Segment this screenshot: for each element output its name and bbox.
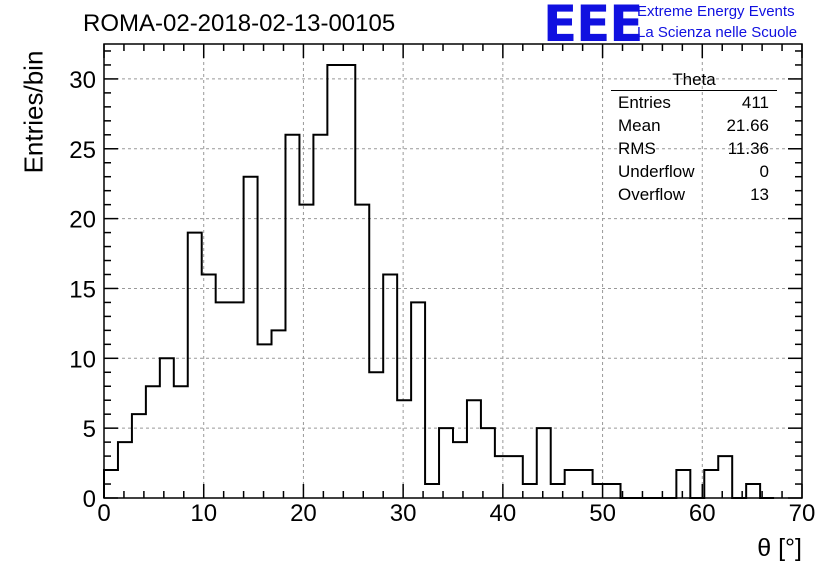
histogram-bin <box>355 205 369 498</box>
histogram-bin <box>216 302 230 498</box>
x-tick-label: 60 <box>689 500 716 527</box>
histogram-bin <box>481 428 495 498</box>
x-axis-label: θ [°] <box>757 534 802 562</box>
stats-value: 11.36 <box>727 139 769 158</box>
histogram-bin <box>579 470 593 498</box>
histogram-bin <box>118 442 132 498</box>
histogram-bin <box>425 484 439 498</box>
y-axis-label: Entries/bin <box>18 50 49 174</box>
histogram-bin <box>746 484 760 498</box>
y-tick-label: 5 <box>83 416 96 443</box>
histogram-bin <box>132 414 146 498</box>
x-tick-label: 70 <box>789 500 816 527</box>
x-tick-label: 0 <box>97 500 110 527</box>
x-tick-label: 50 <box>589 500 616 527</box>
histogram-bin <box>188 233 202 498</box>
histogram-bin <box>467 400 481 498</box>
axes: 0 10 20 30 40 50 60 70 0 5 10 15 20 25 30 <box>69 43 816 527</box>
stats-row-entries: Entries 411 <box>611 91 777 114</box>
histogram-bin <box>439 428 453 498</box>
stats-row-rms: RMS 11.36 <box>611 137 777 160</box>
histogram-bin <box>272 330 286 498</box>
logo-line-2: La Scienza nelle Scuole <box>637 24 798 41</box>
stats-value: 0 <box>759 162 769 181</box>
y-tick-label: 10 <box>69 346 96 373</box>
histogram-bin <box>299 205 313 498</box>
y-tick-label: 30 <box>69 67 96 94</box>
histogram-bin <box>411 302 425 498</box>
histogram-bin <box>244 177 258 498</box>
chart-title: ROMA-02-2018-02-13-00105 <box>83 10 396 37</box>
y-tick-label: 0 <box>83 486 96 513</box>
stats-row-mean: Mean 21.66 <box>611 114 777 137</box>
histogram-bin <box>258 344 272 498</box>
stats-value: 21.66 <box>726 116 769 135</box>
y-tick-label: 25 <box>69 137 96 164</box>
histogram-bin <box>607 484 621 498</box>
eee-logo: EEE <box>543 0 643 53</box>
histogram-bin <box>509 456 523 498</box>
plot-frame <box>103 43 803 499</box>
histogram-bin <box>453 442 467 498</box>
histogram-bin <box>313 135 327 498</box>
stats-value: 411 <box>741 93 769 112</box>
histogram-bin <box>565 470 579 498</box>
y-tick-label: 20 <box>69 207 96 234</box>
histogram-bin <box>174 386 188 498</box>
x-tick-label: 40 <box>490 500 517 527</box>
histogram-bin <box>676 470 690 498</box>
histogram-bin <box>341 65 355 498</box>
histogram-bin <box>718 456 732 498</box>
histogram-bin <box>397 400 411 498</box>
x-tick-label: 10 <box>190 500 217 527</box>
histogram-bin <box>495 456 509 498</box>
histogram-bin <box>230 302 244 498</box>
stats-value: 13 <box>750 185 769 204</box>
logo-line-1: Extreme Energy Events <box>637 3 795 20</box>
stats-label: Entries <box>618 93 671 112</box>
histogram-bin <box>160 358 174 498</box>
histogram-bin <box>327 65 341 498</box>
histogram-bin <box>593 484 607 498</box>
histogram-bin <box>146 386 160 498</box>
stats-label: Overflow <box>618 185 686 204</box>
histogram-bin <box>383 274 397 498</box>
histogram-bin <box>369 372 383 498</box>
stats-label: RMS <box>618 139 656 158</box>
x-tick-label: 30 <box>390 500 417 527</box>
stats-label: Underflow <box>618 162 695 181</box>
stats-box: Theta Entries 411 Mean 21.66 RMS 11.36 U… <box>611 70 777 206</box>
histogram-bin <box>523 484 537 498</box>
histogram-bin <box>285 135 299 498</box>
histogram-bin <box>202 274 216 498</box>
stats-label: Mean <box>618 116 661 135</box>
stats-title: Theta <box>611 70 777 91</box>
histogram-bin <box>704 470 718 498</box>
y-tick-label: 15 <box>69 276 96 303</box>
histogram-bin <box>537 428 551 498</box>
stats-row-overflow: Overflow 13 <box>611 183 777 206</box>
x-tick-label: 20 <box>290 500 317 527</box>
stats-row-underflow: Underflow 0 <box>611 160 777 183</box>
